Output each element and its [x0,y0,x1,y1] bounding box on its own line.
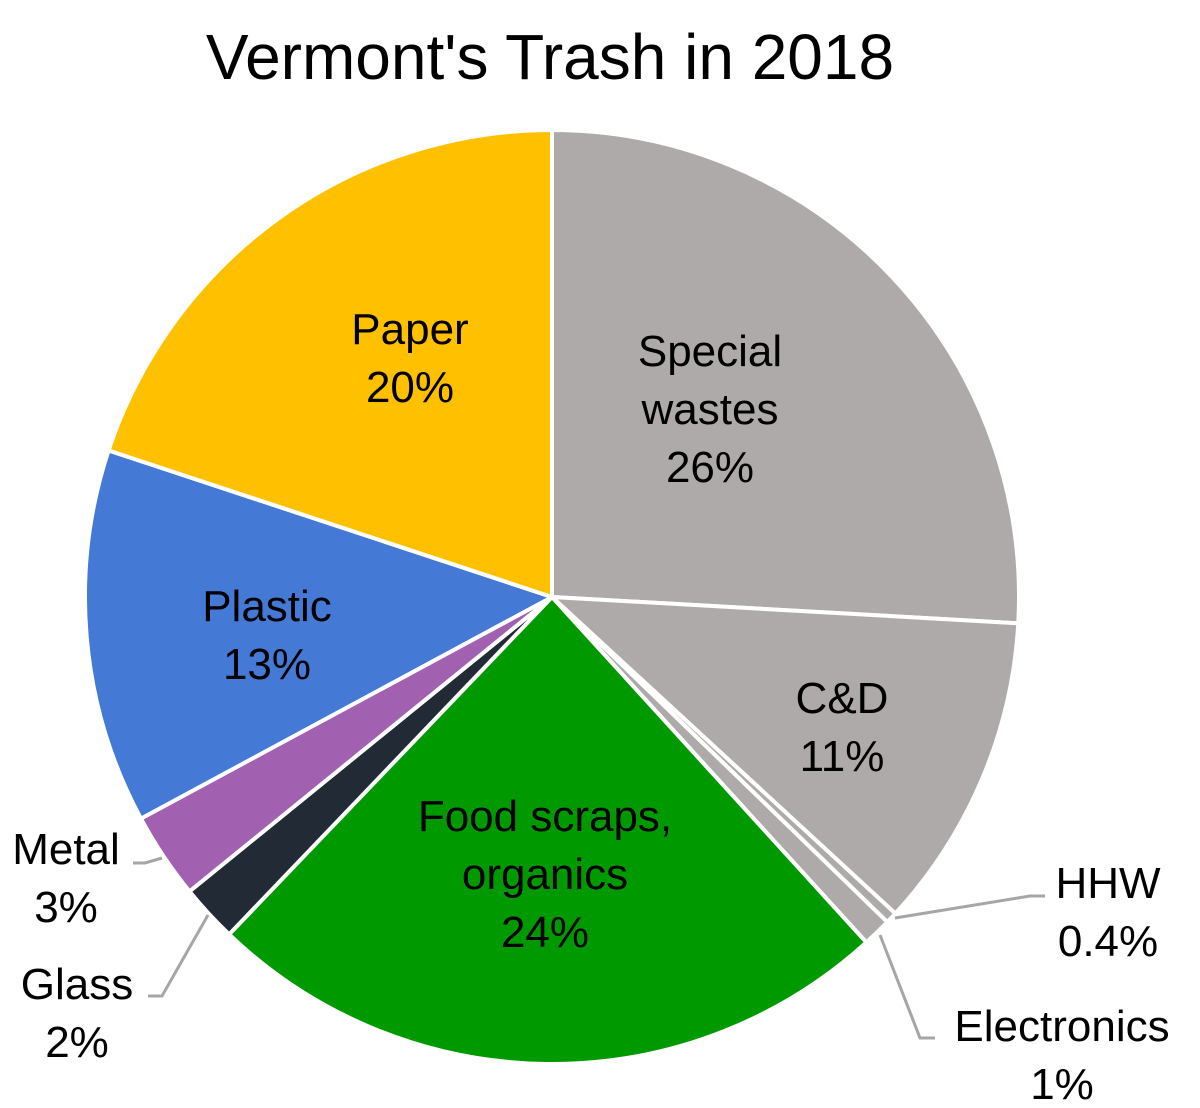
leader-line [878,934,935,1040]
leader-line [133,856,163,865]
slice-label: C&D 11% [796,674,889,781]
pie-slice-special-wastes [550,128,1021,626]
leader-line [894,894,1045,920]
chart-title: Vermont's Trash in 2018 [205,21,895,93]
pie-slice-paper [106,128,554,599]
leader-line [148,914,210,998]
pie-slice-food-scraps-organics [227,595,869,1066]
leader-lines [133,856,1045,1040]
slice-label: Food scraps, organics 24% [418,792,672,957]
pie-slice-plastic [83,448,554,821]
slice-label: Glass 2% [21,960,133,1067]
slice-labels: Special wastes 26% C&D 11% HHW 0.4% Electronics… [12,305,1169,1108]
slice-label: Special wastes 26% [638,327,782,492]
pie-slices [83,128,1021,1066]
slice-label: Plastic 13% [202,582,332,689]
pie-slice-c-d [550,595,1021,916]
slice-label: Electronics 1% [954,1002,1169,1108]
slice-label: Metal 3% [12,825,120,932]
slice-label: HHW 0.4% [1055,859,1161,966]
slice-label: Paper 20% [351,305,468,412]
